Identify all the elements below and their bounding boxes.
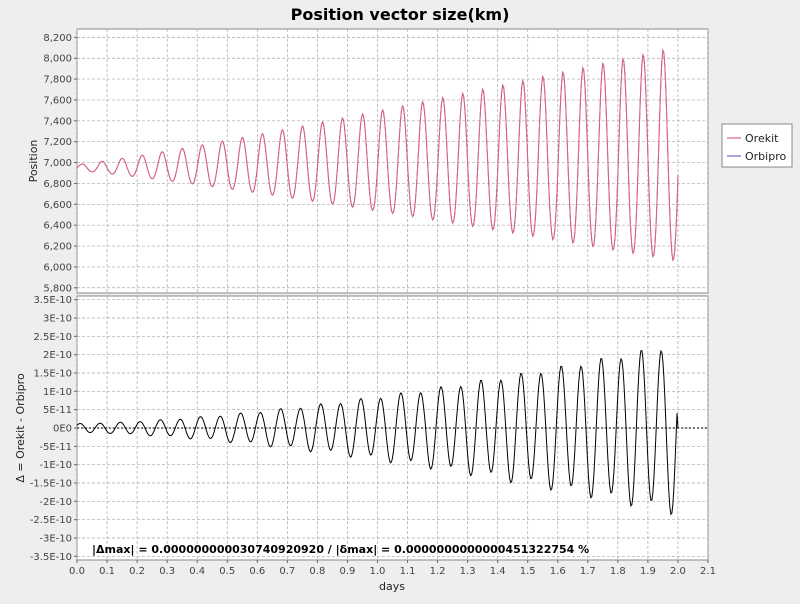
legend: Orekit Orbipro [721,123,793,168]
xtick-label: 0.3 [159,566,175,577]
bottom-ytick-label: -1E-10 [39,460,72,471]
top-y-ticks: 5,800 6,000 6,200 6,400 6,600 6,800 7,000 7,200… [43,33,77,294]
bottom-ytick-label: -2.5E-10 [30,515,72,526]
xtick-label: 0.8 [309,566,325,577]
legend-label-orekit: Orekit [745,132,779,145]
top-ytick-label: 8,000 [43,54,72,65]
xtick-label: 0.4 [189,566,205,577]
x-ticks: 0.0 0.1 0.2 0.3 0.4 0.5 0.6 0.7 0.8 0.9 1.0 1.1 1.2 1… [69,560,716,577]
top-ytick-label: 7,600 [43,95,72,106]
bottom-y-ticks: -3.5E-10 -3E-10 -2.5E-10 -2E-10 -1.5E-10 -1E-… [30,295,77,563]
xtick-label: 1.6 [550,566,566,577]
bottom-ytick-label: 2E-10 [43,350,72,361]
xtick-label: 1.1 [400,566,416,577]
bottom-ytick-label: -5E-11 [39,442,72,453]
xtick-label: 1.8 [610,566,626,577]
xtick-label: 2.1 [700,566,716,577]
bottom-ytick-label: 0E0 [53,424,72,435]
top-ytick-label: 6,400 [43,221,72,232]
bottom-y-axis-label: Δ = Orekit - Orbipro [14,373,27,483]
chart-title: Position vector size(km) [291,5,510,24]
bottom-ytick-label: -3E-10 [39,534,72,545]
xtick-label: 2.0 [670,566,686,577]
xtick-label: 1.7 [580,566,596,577]
xtick-label: 1.4 [490,566,506,577]
xtick-label: 1.0 [370,566,386,577]
top-ytick-label: 8,200 [43,33,72,44]
bottom-ytick-label: 1.5E-10 [33,369,72,380]
top-ytick-label: 7,000 [43,158,72,169]
bottom-ytick-label: -1.5E-10 [30,479,72,490]
xtick-label: 0.2 [129,566,145,577]
xtick-label: 1.3 [460,566,476,577]
top-plot-area [76,28,709,294]
bottom-ytick-label: 3.5E-10 [33,295,72,306]
xtick-label: 1.5 [520,566,536,577]
top-ytick-label: 7,800 [43,75,72,86]
bottom-ytick-label: 1E-10 [43,387,72,398]
top-series [76,48,679,262]
delta-max-annotation: |Δmax| = 0.000000000030740920920 / |δmax… [92,543,589,556]
xtick-label: 1.9 [640,566,656,577]
bottom-ytick-label: -3.5E-10 [30,552,72,563]
xtick-label: 0.7 [279,566,295,577]
top-ytick-label: 7,400 [43,116,72,127]
xtick-label: 0.6 [249,566,265,577]
x-axis-label: days [379,580,405,593]
legend-box [721,123,793,168]
top-ytick-label: 5,800 [43,283,72,294]
xtick-label: 0.1 [99,566,115,577]
top-ytick-label: 6,200 [43,242,72,253]
top-y-axis-label: Position [27,140,40,183]
bottom-ytick-label: 5E-11 [43,405,72,416]
top-ytick-label: 6,000 [43,262,72,273]
series-line-delta [76,349,679,516]
xtick-label: 0.9 [339,566,355,577]
top-plot: 5,800 6,000 6,200 6,400 6,600 6,800 7,000 7,200… [27,28,709,294]
bottom-ytick-label: 2.5E-10 [33,332,72,343]
bottom-ytick-label: -2E-10 [39,497,72,508]
xtick-label: 1.2 [430,566,446,577]
xtick-label: 0.5 [219,566,235,577]
top-ytick-label: 7,200 [43,137,72,148]
top-ytick-label: 6,800 [43,179,72,190]
legend-label-orbipro: Orbipro [745,150,786,163]
delta-series [76,349,679,516]
top-ytick-label: 6,600 [43,200,72,211]
bottom-plot: -3.5E-10 -3E-10 -2.5E-10 -2E-10 -1.5E-10 -1E-… [14,295,716,593]
bottom-ytick-label: 3E-10 [43,314,72,325]
series-line-orekit [76,48,679,262]
xtick-label: 0.0 [69,566,85,577]
